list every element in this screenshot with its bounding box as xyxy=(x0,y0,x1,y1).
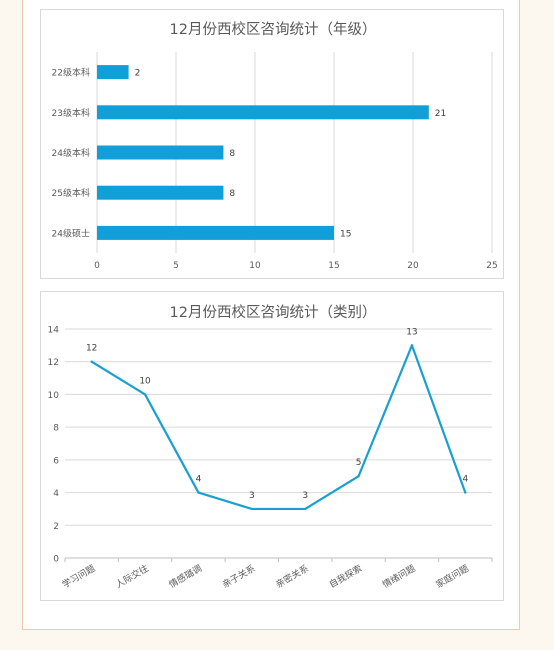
data-point xyxy=(357,475,360,478)
data-point xyxy=(410,344,414,347)
y-category-label: 24级本科 xyxy=(52,147,90,159)
x-tick-label: 10 xyxy=(249,261,261,271)
grade-chart-panel: 12月份西校区咨询统计（年级） 0 5 10 15 20 25 22级本科 2 23级本科 21 2… xyxy=(40,9,504,279)
x-category-label: 人际交往 xyxy=(113,562,150,590)
data-point xyxy=(303,507,307,511)
category-chart-title: 12月份西校区咨询统计（类别） xyxy=(170,304,377,321)
y-category-label: 25级本科 xyxy=(52,187,90,199)
x-category-label: 亲子关系 xyxy=(220,562,257,590)
data-point xyxy=(464,491,467,494)
x-category-label: 亲密关系 xyxy=(273,562,310,590)
bar-data-label: 8 xyxy=(229,149,235,159)
grade-bar-chart: 12月份西校区咨询统计（年级） 0 5 10 15 20 25 22级本科 2 23级本科 21 2… xyxy=(52,21,498,271)
data-point xyxy=(250,507,254,511)
category-line-chart: 12月份西校区咨询统计（类别） 0 2 4 6 8 10 12 14 12 10 4 3 3 5 13 4 学习… xyxy=(48,304,493,591)
y-tick-label: 0 xyxy=(53,555,59,565)
y-tick-label: 6 xyxy=(53,456,59,466)
x-tick-label: 25 xyxy=(486,261,497,271)
data-point xyxy=(90,360,93,363)
x-tick-label: 5 xyxy=(173,261,179,271)
y-category-label: 22级本科 xyxy=(52,67,90,79)
x-category-label: 家庭问题 xyxy=(434,562,471,590)
bar-data-label: 15 xyxy=(340,229,351,239)
point-data-label: 4 xyxy=(196,475,202,485)
bar-data-label: 21 xyxy=(435,109,446,119)
point-data-label: 4 xyxy=(462,475,468,485)
point-data-label: 12 xyxy=(86,344,97,354)
category-chart-panel: 12月份西校区咨询统计（类别） 0 2 4 6 8 10 12 14 12 10 4 3 3 5 13 4 学习… xyxy=(40,291,504,601)
point-data-label: 13 xyxy=(406,327,417,337)
x-tick-label: 15 xyxy=(328,261,339,271)
bar xyxy=(97,65,129,80)
data-point xyxy=(197,491,200,494)
data-point xyxy=(143,393,147,396)
point-data-label: 3 xyxy=(249,491,255,501)
bar xyxy=(97,105,429,120)
bar xyxy=(97,145,224,160)
point-data-label: 5 xyxy=(356,458,362,468)
y-tick-label: 8 xyxy=(53,424,59,434)
bar xyxy=(97,225,334,240)
x-category-label: 自我探索 xyxy=(327,562,364,590)
x-category-label: 情绪问题 xyxy=(380,562,417,590)
y-tick-label: 14 xyxy=(48,326,60,336)
bar xyxy=(97,185,224,200)
series-line xyxy=(91,344,467,511)
y-tick-label: 12 xyxy=(48,358,59,368)
y-tick-label: 2 xyxy=(53,522,59,532)
x-category-label: 情感璐调 xyxy=(167,562,204,590)
y-tick-label: 4 xyxy=(53,489,59,499)
point-data-label: 10 xyxy=(139,376,151,386)
y-tick-label: 10 xyxy=(48,391,60,401)
grade-chart-title: 12月份西校区咨询统计（年级） xyxy=(170,21,377,38)
y-category-label: 24级硕士 xyxy=(52,227,90,239)
x-category-label: 学习问题 xyxy=(60,562,97,590)
point-data-label: 3 xyxy=(302,491,308,501)
bar-data-label: 2 xyxy=(135,69,141,79)
x-tick-label: 20 xyxy=(407,261,419,271)
bar-data-label: 8 xyxy=(229,189,235,199)
y-category-label: 23级本科 xyxy=(52,107,90,119)
x-tick-label: 0 xyxy=(94,261,100,271)
